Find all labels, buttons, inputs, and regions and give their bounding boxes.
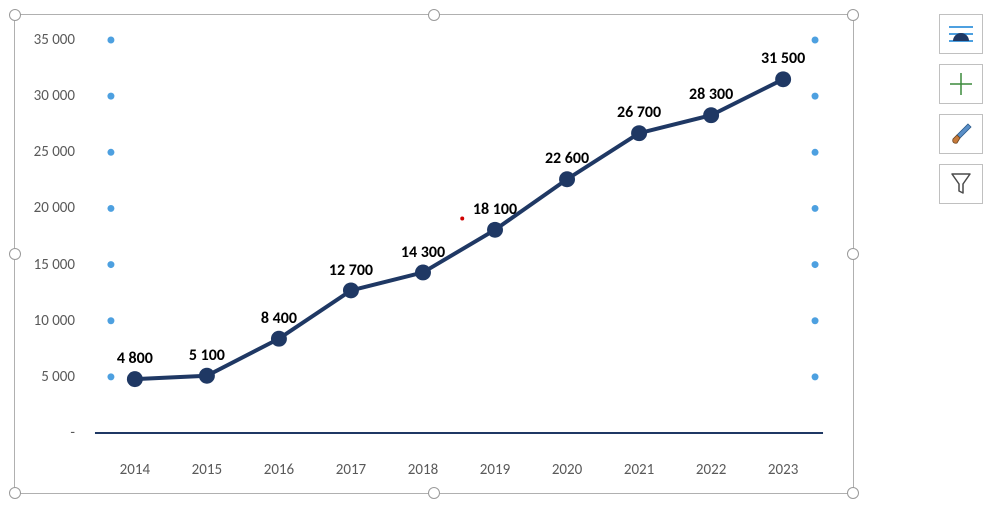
y-tick-marker [107,317,114,324]
funnel-icon [949,171,973,197]
y-tick-marker [107,149,114,156]
y-tick-marker [107,93,114,100]
data-label: 22 600 [545,149,589,168]
y-tick-marker [812,261,819,268]
data-label: 4 800 [117,349,153,368]
resize-handle-sw[interactable] [9,487,21,499]
y-tick-marker [107,373,114,380]
chart-object[interactable]: - 5 000 10 000 15 000 20 000 25 000 30 000 35 … [14,14,854,494]
y-axis-label: 15 000 [34,256,75,274]
data-point[interactable] [343,282,359,298]
plus-icon [948,71,974,97]
chart-elements-icon [947,23,975,45]
y-axis: - 5 00010 00015 00020 00025 00030 00035 … [15,35,75,443]
y-axis-label: 25 000 [34,143,75,161]
data-point[interactable] [631,125,647,141]
data-point[interactable] [559,171,575,187]
data-point[interactable] [703,107,719,123]
x-axis-label: 2021 [624,461,654,479]
resize-handle-e[interactable] [847,248,859,260]
resize-handle-s[interactable] [428,487,440,499]
data-series-line[interactable] [135,79,783,379]
y-tick-marker [812,317,819,324]
y-tick-marker [812,36,819,43]
data-label: 31 500 [761,49,805,68]
data-label: 26 700 [617,103,661,122]
y-axis-label: 20 000 [34,199,75,217]
x-axis-label: 2022 [696,461,726,479]
y-tick-marker [812,149,819,156]
x-axis-label: 2020 [552,461,582,479]
x-axis-label: 2016 [264,461,294,479]
resize-handle-se[interactable] [847,487,859,499]
y-axis-label: 5 000 [41,368,75,386]
y-tick-marker [812,93,819,100]
data-point[interactable] [487,222,503,238]
y-axis-label: - [70,424,75,442]
data-label: 28 300 [689,85,733,104]
x-axis: 2014 2015 2016 2017 2018 2019 2020 2021 2022 2023 [85,455,833,485]
data-point[interactable] [775,71,791,87]
data-point[interactable] [271,331,287,347]
y-tick-marker [107,261,114,268]
x-axis-label: 2019 [480,461,510,479]
y-axis-label: 10 000 [34,312,75,330]
resize-handle-n[interactable] [428,9,440,21]
chart-styles-button[interactable] [939,64,983,104]
data-point[interactable] [199,368,215,384]
resize-handle-ne[interactable] [847,9,859,21]
data-label: 14 300 [401,243,445,262]
brush-icon [948,121,974,147]
chart-elements-button[interactable] [939,14,983,54]
data-label: 12 700 [329,261,373,280]
data-label: 8 400 [261,309,297,328]
x-axis-label: 2014 [120,461,150,479]
plot-area[interactable]: 4 800 5 100 8 400 12 700 14 300 18 100 22 600 2… [85,35,833,443]
chart-side-buttons [939,14,983,204]
x-axis-label: 2017 [336,461,366,479]
data-point[interactable] [415,264,431,280]
x-axis-label: 2015 [192,461,222,479]
data-label: 5 100 [189,346,225,365]
chart-filters-button[interactable] [939,164,983,204]
y-axis-label: 30 000 [34,87,75,105]
y-tick-marker [812,205,819,212]
chart-format-button[interactable] [939,114,983,154]
annotation-dot [460,217,464,221]
x-axis-label: 2018 [408,461,438,479]
y-tick-marker [812,373,819,380]
y-axis-label: 35 000 [34,31,75,49]
x-axis-label: 2023 [768,461,798,479]
y-tick-marker [107,36,114,43]
data-label: 18 100 [473,200,517,219]
resize-handle-nw[interactable] [9,9,21,21]
data-point[interactable] [127,371,143,387]
y-tick-marker [107,205,114,212]
